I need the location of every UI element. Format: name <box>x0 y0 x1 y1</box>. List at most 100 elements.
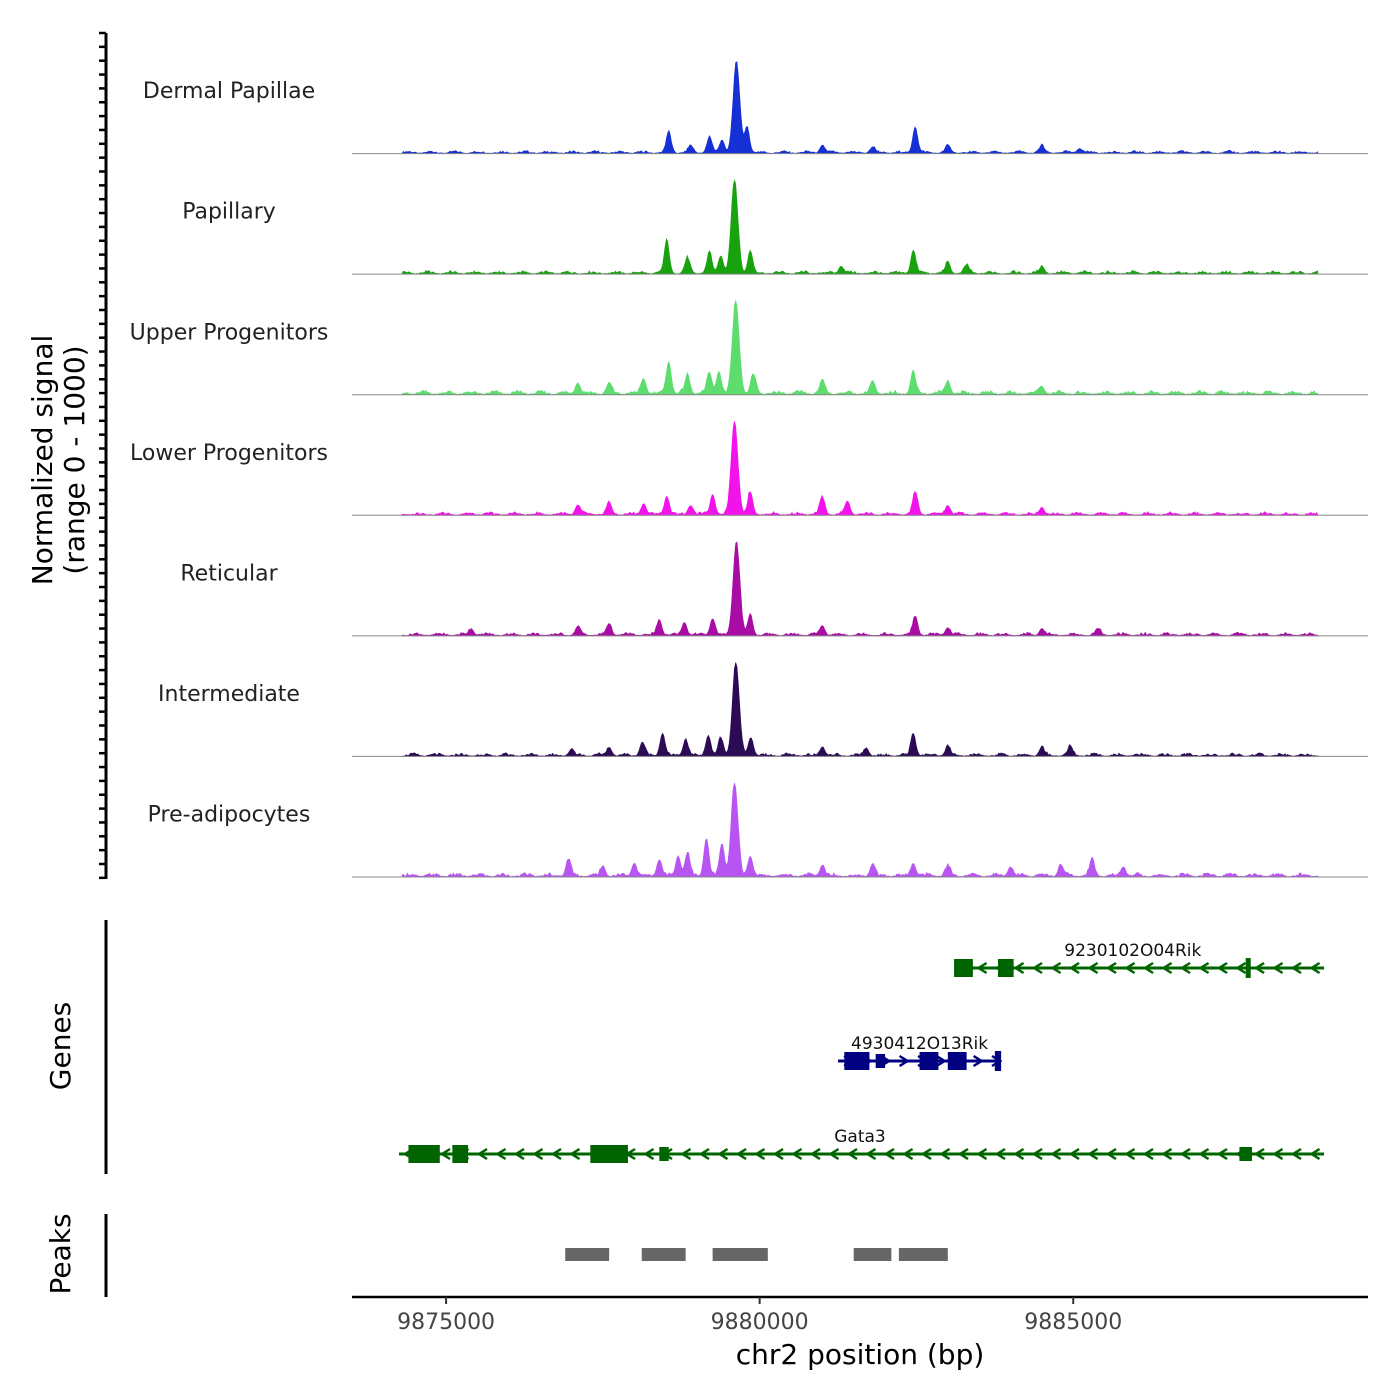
genes-ylabel: Genes <box>44 1002 77 1090</box>
exon <box>590 1145 628 1163</box>
strand-arrow <box>1105 1147 1117 1161</box>
coverage-area-reticular <box>401 541 1319 637</box>
strand-arrow <box>680 1147 692 1161</box>
strand-arrow <box>846 1147 858 1161</box>
x-tick-label: 9880000 <box>711 1310 809 1335</box>
strand-arrow <box>1198 1147 1210 1161</box>
exon <box>997 959 1014 977</box>
peak-region <box>641 1248 686 1261</box>
strand-arrow <box>1013 961 1025 975</box>
strand-arrow <box>1272 1147 1284 1161</box>
track-label: Lower Progenitors <box>130 441 328 466</box>
strand-arrow <box>1290 961 1302 975</box>
exon <box>994 1051 1002 1071</box>
strand-arrow <box>1142 961 1154 975</box>
strand-arrow <box>976 961 988 975</box>
gene-label: 4930412O13Rik <box>851 1034 988 1054</box>
strand-arrow <box>1087 1147 1099 1161</box>
strand-arrow <box>1013 1147 1025 1161</box>
exon <box>875 1054 886 1068</box>
exon <box>659 1147 669 1161</box>
strand-arrow <box>1161 961 1173 975</box>
coverage-area-dermal-papillae <box>401 61 1319 154</box>
exon <box>408 1145 440 1163</box>
strand-arrow <box>1253 1147 1265 1161</box>
peak-region <box>898 1248 948 1261</box>
strand-arrow <box>698 1147 710 1161</box>
strand-arrow <box>550 1147 562 1161</box>
x-tick-label: 9875000 <box>397 1310 495 1335</box>
strand-arrow <box>994 1147 1006 1161</box>
strand-arrow <box>1105 961 1117 975</box>
x-axis: 9875000 9880000 9885000 <box>352 1295 1368 1335</box>
peaks-ylabel: Peaks <box>44 1213 77 1294</box>
strand-arrow <box>1142 1147 1154 1161</box>
strand-arrow <box>883 1147 895 1161</box>
gene-label: Gata3 <box>834 1127 886 1147</box>
track-label: Pre-adipocytes <box>148 803 311 828</box>
x-axis-label: chr2 position (bp) <box>736 1338 985 1371</box>
peak-region <box>853 1248 892 1261</box>
strand-arrow <box>1068 1147 1080 1161</box>
strand-arrow <box>920 1147 932 1161</box>
exon <box>844 1052 870 1070</box>
strand-arrow <box>1198 961 1210 975</box>
strand-arrow <box>735 1147 747 1161</box>
strand-arrow <box>1216 1147 1228 1161</box>
exon <box>1245 958 1251 978</box>
strand-arrow <box>532 1147 544 1161</box>
strand-arrow <box>972 1054 984 1068</box>
strand-arrow <box>754 1147 766 1161</box>
strand-arrow <box>791 1147 803 1161</box>
strand-arrow <box>976 1147 988 1161</box>
strand-arrow <box>1309 1147 1321 1161</box>
track-label: Dermal Papillae <box>143 79 315 104</box>
strand-arrow <box>1290 1147 1302 1161</box>
coverage-ylabel-line1: Normalized signal <box>26 335 59 586</box>
peak-region <box>565 1248 610 1261</box>
strand-arrow <box>1031 1147 1043 1161</box>
strand-arrow <box>828 1147 840 1161</box>
strand-arrow <box>1031 961 1043 975</box>
track-label: Intermediate <box>158 682 300 707</box>
strand-arrow <box>957 1147 969 1161</box>
coverage-ylabel-line2: (range 0 - 1000) <box>58 345 91 574</box>
coverage-area-upper-progenitors <box>401 299 1319 396</box>
coverage-area-papillary <box>401 178 1319 275</box>
strand-arrow <box>439 1147 451 1161</box>
track-label: Papillary <box>182 200 276 225</box>
track-label: Upper Progenitors <box>130 320 329 345</box>
strand-arrow <box>1050 961 1062 975</box>
strand-arrow <box>643 1147 655 1161</box>
strand-arrow <box>1068 961 1080 975</box>
strand-arrow <box>1179 1147 1191 1161</box>
strand-arrow <box>772 1147 784 1161</box>
coverage-area-pre-adipocytes <box>401 782 1319 878</box>
x-tick-label: 9885000 <box>1024 1310 1122 1335</box>
strand-arrow <box>898 1054 910 1068</box>
strand-arrow <box>1124 961 1136 975</box>
exon <box>954 959 973 977</box>
strand-arrow <box>902 1147 914 1161</box>
exon <box>919 1052 939 1070</box>
strand-arrow <box>495 1147 507 1161</box>
strand-arrow <box>939 1147 951 1161</box>
strand-arrow <box>865 1147 877 1161</box>
strand-arrow <box>1235 961 1247 975</box>
track-label: Reticular <box>180 561 278 586</box>
strand-arrow <box>1309 961 1321 975</box>
strand-arrow <box>717 1147 729 1161</box>
peaks-panel <box>104 1214 948 1297</box>
strand-arrow <box>1253 961 1265 975</box>
strand-arrow <box>1272 961 1284 975</box>
strand-arrow <box>935 1054 947 1068</box>
exon <box>947 1052 967 1070</box>
peak-region <box>712 1248 768 1261</box>
strand-arrow <box>569 1147 581 1161</box>
coverage-area-intermediate <box>401 662 1319 757</box>
strand-arrow <box>1087 961 1099 975</box>
strand-arrow <box>1050 1147 1062 1161</box>
strand-arrow <box>513 1147 525 1161</box>
